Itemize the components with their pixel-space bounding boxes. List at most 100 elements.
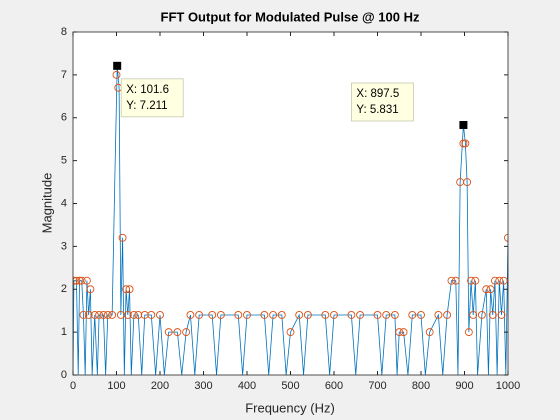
sample-marker (390, 311, 399, 319)
sample-marker (497, 311, 506, 319)
sample-marker (471, 276, 480, 285)
sample-marker (347, 311, 356, 319)
sample-marker (467, 276, 475, 285)
x-tick-label: 700 (368, 380, 386, 392)
sample-marker (73, 276, 78, 285)
sample-marker (86, 285, 95, 294)
x-tick-label: 800 (412, 380, 430, 392)
x-axis-label: Frequency (Hz) (245, 400, 335, 415)
sample-marker (82, 276, 91, 285)
y-tick-label: 1 (61, 326, 67, 338)
sample-marker (164, 328, 173, 337)
sample-marker (488, 311, 497, 319)
sample-marker (464, 328, 473, 337)
sample-marker (356, 311, 365, 319)
sample-marker (443, 311, 452, 319)
sample-marker (208, 311, 217, 319)
plot-content (73, 65, 508, 375)
sample-marker (125, 285, 134, 294)
sample-marker (140, 311, 149, 319)
sample-marker (186, 311, 195, 319)
sample-marker (77, 276, 86, 285)
sample-marker (269, 311, 278, 319)
sample-marker (408, 311, 417, 319)
sample-marker (330, 311, 338, 319)
sample-marker (243, 311, 251, 319)
sample-marker (73, 276, 81, 285)
sample-marker (482, 285, 491, 294)
datatip-y: Y: 7.211 (126, 100, 167, 112)
sample-marker (277, 311, 286, 319)
sample-marker (434, 311, 443, 319)
sample-marker (295, 311, 304, 319)
y-tick-label: 6 (61, 112, 67, 124)
x-tick-label: 900 (455, 380, 473, 392)
x-tick-label: 400 (238, 380, 256, 392)
datatip-x: X: 897.5 (356, 88, 399, 100)
x-tick-label: 0 (70, 380, 76, 392)
y-tick-label: 5 (61, 155, 67, 167)
x-tick-label: 100 (107, 380, 125, 392)
sample-marker (195, 311, 204, 319)
x-tick-label: 300 (194, 380, 212, 392)
y-tick-label: 4 (61, 197, 67, 209)
datatip-point (113, 61, 122, 70)
sample-marker (469, 311, 478, 319)
datatip-box (120, 78, 184, 118)
y-tick-label: 3 (61, 240, 67, 252)
sample-marker (495, 276, 504, 285)
sample-marker (147, 311, 156, 319)
sample-marker (95, 311, 104, 319)
sample-marker (84, 311, 93, 319)
sample-marker (459, 139, 468, 148)
sample-marker (129, 311, 138, 319)
sample-marker (395, 328, 404, 337)
sample-marker (173, 328, 182, 337)
sample-marker (486, 285, 495, 294)
sample-marker (79, 311, 88, 319)
sample-marker (463, 178, 472, 187)
sample-marker (382, 311, 391, 319)
sample-marker (182, 328, 191, 337)
y-tick-label: 2 (61, 283, 67, 295)
datatip-y: Y: 5.831 (356, 104, 398, 116)
chart-title: FFT Output for Modulated Pulse @ 100 Hz (161, 9, 420, 24)
sample-marker (234, 311, 243, 319)
x-tick-label: 200 (151, 380, 169, 392)
sample-marker (491, 276, 499, 285)
sample-marker (134, 311, 143, 319)
sample-marker (216, 311, 225, 319)
sample-marker (321, 311, 330, 319)
sample-marker (504, 233, 508, 242)
sample-marker (286, 328, 295, 337)
sample-marker (425, 328, 434, 337)
sample-marker (447, 276, 456, 285)
y-tick-label: 8 (61, 26, 67, 38)
sample-marker (477, 311, 486, 319)
sample-marker (112, 70, 121, 79)
sample-marker (499, 276, 508, 285)
sample-marker (118, 233, 127, 242)
sample-marker (461, 139, 470, 148)
sample-marker (417, 311, 425, 319)
sample-marker (108, 311, 117, 319)
sample-marker (99, 311, 108, 319)
sample-marker (122, 285, 131, 294)
y-tick-label: 7 (61, 69, 67, 81)
datatip-x: X: 101.6 (126, 84, 169, 96)
sample-marker (156, 311, 164, 319)
sample-marker (399, 328, 408, 337)
y-tick-label: 0 (61, 369, 67, 381)
sample-marker (90, 311, 99, 319)
sample-marker (260, 311, 269, 319)
datatip-point (459, 120, 468, 129)
sample-marker (123, 311, 132, 319)
sample-marker (303, 311, 312, 319)
x-tick-label: 600 (325, 380, 343, 392)
x-tick-label: 1000 (496, 380, 520, 392)
x-tick-label: 500 (281, 380, 299, 392)
datatip-box (351, 82, 414, 122)
sample-marker (451, 276, 460, 285)
sample-marker (103, 311, 112, 319)
